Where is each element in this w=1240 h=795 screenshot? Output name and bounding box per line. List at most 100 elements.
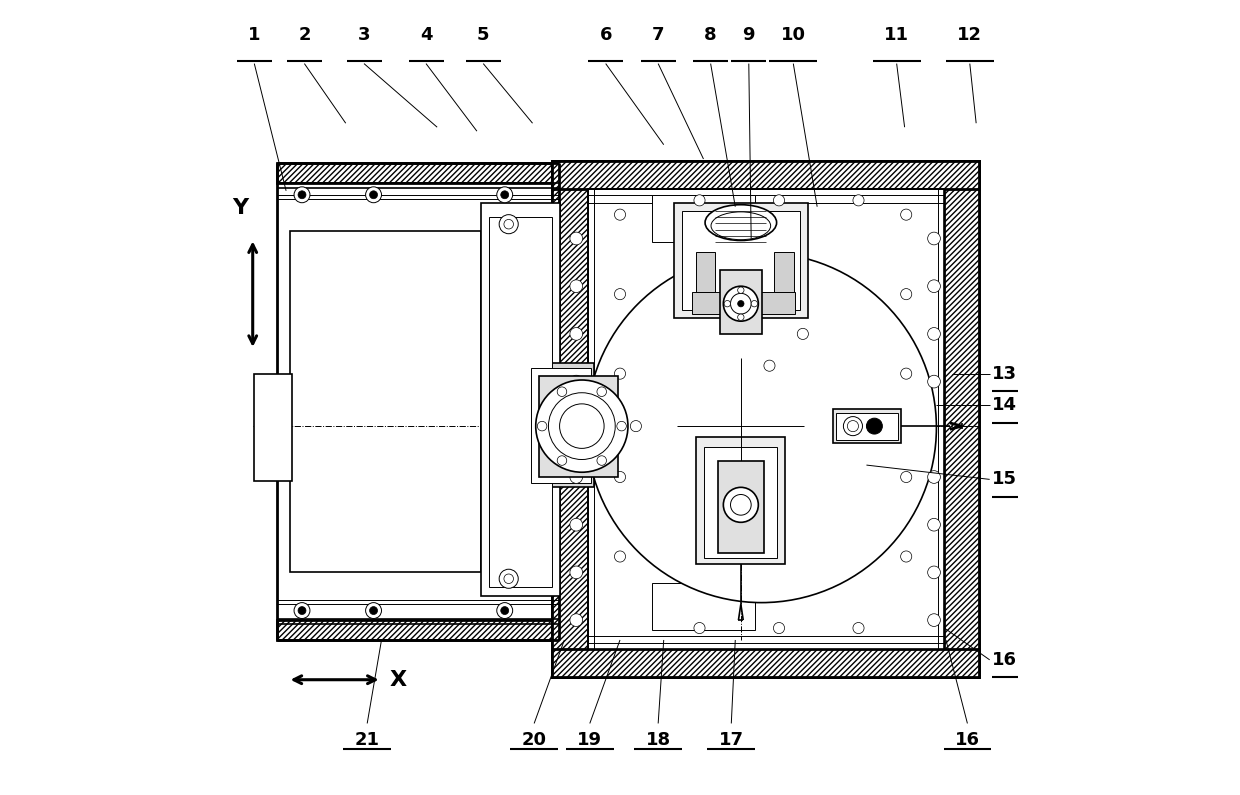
Bar — [652, 583, 755, 630]
Bar — [254, 374, 293, 481]
Text: 7: 7 — [652, 25, 665, 44]
Circle shape — [548, 393, 615, 460]
Circle shape — [751, 301, 758, 307]
Circle shape — [615, 209, 625, 220]
Circle shape — [900, 471, 911, 483]
Circle shape — [774, 195, 785, 206]
Bar — [539, 376, 619, 477]
Circle shape — [503, 219, 513, 229]
Text: 3: 3 — [358, 25, 371, 44]
Circle shape — [570, 614, 583, 626]
Bar — [697, 437, 785, 564]
Bar — [774, 252, 794, 292]
Circle shape — [587, 253, 936, 603]
Text: 15: 15 — [992, 471, 1017, 488]
Ellipse shape — [706, 205, 776, 241]
Bar — [696, 252, 715, 292]
Bar — [682, 211, 800, 310]
Circle shape — [559, 404, 604, 448]
Circle shape — [370, 191, 377, 199]
Bar — [652, 195, 755, 242]
Bar — [692, 292, 795, 314]
Circle shape — [694, 622, 706, 634]
Circle shape — [730, 293, 751, 314]
Circle shape — [738, 301, 744, 307]
Circle shape — [298, 191, 306, 199]
Text: 21: 21 — [355, 731, 379, 750]
Text: 12: 12 — [957, 25, 982, 44]
Bar — [553, 161, 980, 677]
Text: 11: 11 — [884, 25, 909, 44]
Text: 8: 8 — [704, 25, 717, 44]
Circle shape — [928, 566, 940, 579]
Circle shape — [928, 518, 940, 531]
Bar — [704, 447, 777, 558]
Circle shape — [764, 475, 775, 487]
Text: 13: 13 — [992, 365, 1017, 382]
Bar — [481, 203, 560, 596]
Circle shape — [537, 421, 547, 431]
Circle shape — [294, 187, 310, 203]
Text: 17: 17 — [719, 731, 744, 750]
Text: 2: 2 — [298, 25, 311, 44]
Circle shape — [596, 456, 606, 465]
Bar — [277, 620, 559, 640]
Circle shape — [723, 286, 759, 321]
Circle shape — [501, 607, 508, 615]
Circle shape — [570, 471, 583, 483]
Circle shape — [503, 574, 513, 584]
Circle shape — [366, 603, 382, 619]
Circle shape — [570, 566, 583, 579]
Circle shape — [557, 387, 567, 397]
Circle shape — [294, 603, 310, 619]
Circle shape — [724, 301, 730, 307]
Circle shape — [615, 289, 625, 300]
Bar — [489, 217, 553, 587]
Circle shape — [900, 209, 911, 220]
Circle shape — [900, 368, 911, 379]
Circle shape — [497, 603, 512, 619]
Ellipse shape — [711, 212, 770, 240]
Text: 10: 10 — [781, 25, 806, 44]
Circle shape — [928, 471, 940, 483]
Text: 14: 14 — [992, 397, 1017, 414]
Circle shape — [615, 471, 625, 483]
Bar — [588, 189, 944, 649]
Text: 16: 16 — [955, 731, 980, 750]
Circle shape — [570, 328, 583, 340]
Circle shape — [536, 380, 627, 472]
Circle shape — [847, 421, 858, 432]
Circle shape — [366, 187, 382, 203]
Bar — [553, 161, 588, 677]
Circle shape — [900, 551, 911, 562]
Circle shape — [900, 289, 911, 300]
Circle shape — [570, 232, 583, 245]
Bar — [553, 649, 980, 677]
Bar — [290, 231, 481, 572]
Text: 9: 9 — [743, 25, 755, 44]
Circle shape — [797, 328, 808, 339]
Circle shape — [501, 191, 508, 199]
Circle shape — [298, 607, 306, 615]
Text: 5: 5 — [477, 25, 490, 44]
Circle shape — [738, 314, 744, 320]
Circle shape — [570, 375, 583, 388]
Circle shape — [928, 375, 940, 388]
Circle shape — [596, 387, 606, 397]
Circle shape — [853, 622, 864, 634]
Bar — [553, 161, 980, 189]
Text: 16: 16 — [992, 651, 1017, 669]
Circle shape — [615, 368, 625, 379]
Circle shape — [730, 494, 751, 515]
Bar — [718, 461, 764, 553]
Circle shape — [928, 232, 940, 245]
Text: 20: 20 — [522, 731, 547, 750]
Circle shape — [497, 187, 512, 203]
Circle shape — [738, 287, 744, 293]
Circle shape — [774, 622, 785, 634]
Circle shape — [557, 456, 567, 465]
Circle shape — [570, 518, 583, 531]
Circle shape — [928, 328, 940, 340]
Circle shape — [853, 195, 864, 206]
Text: 19: 19 — [578, 731, 603, 750]
